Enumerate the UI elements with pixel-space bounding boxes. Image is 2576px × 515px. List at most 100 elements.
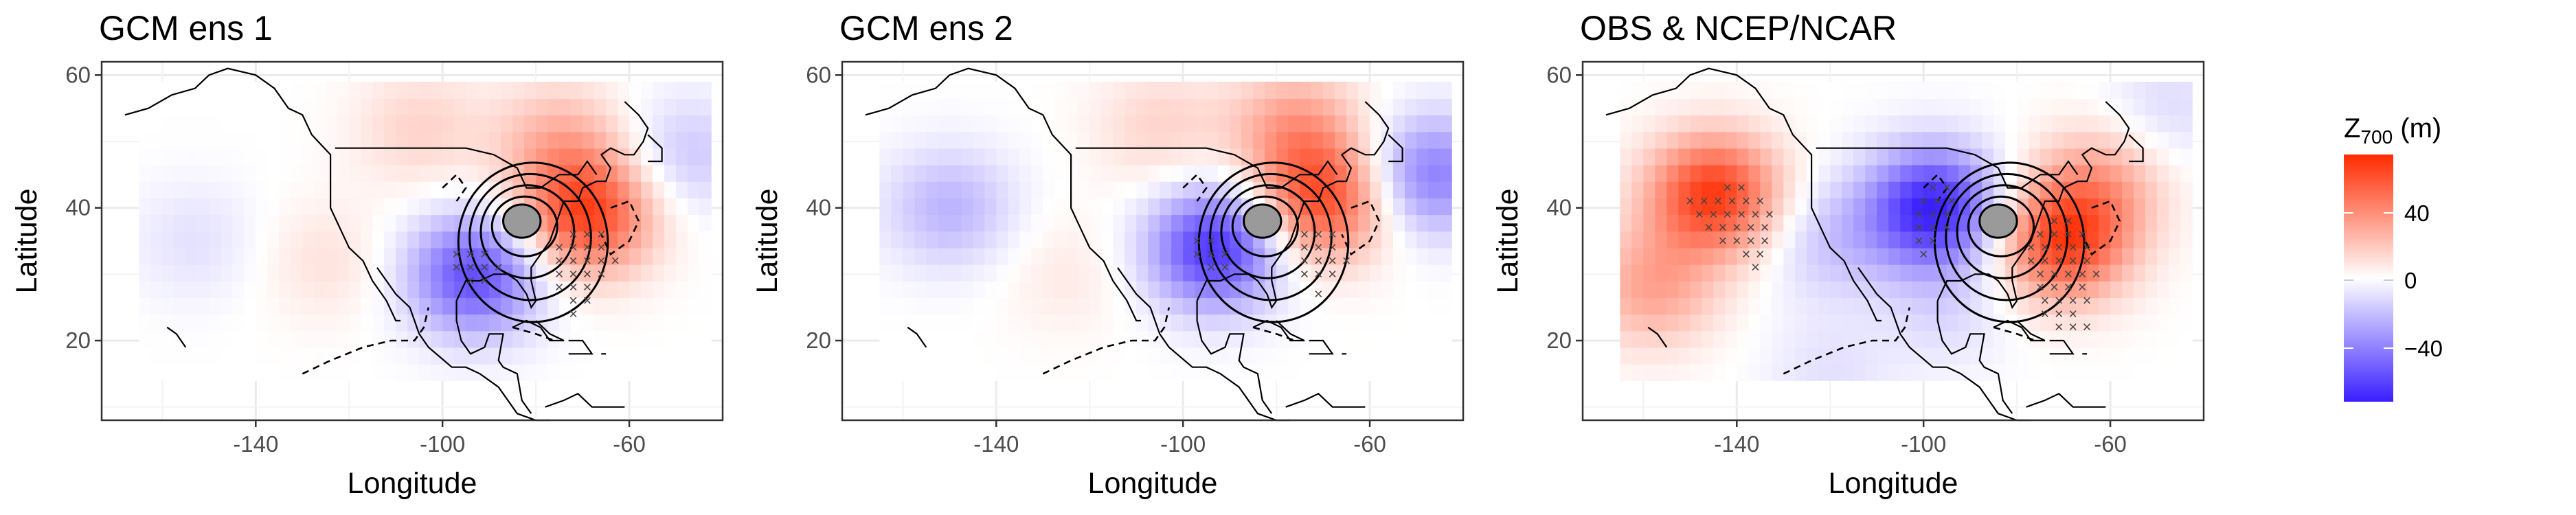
heatmap-cell bbox=[162, 363, 175, 381]
heatmap-cell bbox=[314, 82, 327, 99]
heatmap-cell bbox=[1655, 164, 1668, 182]
heatmap-cell bbox=[1393, 347, 1405, 365]
heatmap-cell bbox=[1195, 131, 1207, 149]
heatmap-cell bbox=[197, 181, 210, 198]
heatmap-cell bbox=[431, 330, 443, 348]
heatmap-cell bbox=[984, 115, 997, 133]
heatmap-cells bbox=[879, 82, 1452, 381]
heatmap-cell bbox=[1160, 98, 1172, 116]
heatmap-cell bbox=[221, 214, 234, 232]
heatmap-cell bbox=[337, 198, 350, 216]
heatmap-cell bbox=[1713, 347, 1726, 365]
heatmap-cell bbox=[302, 98, 315, 116]
heatmap-cell bbox=[1230, 115, 1242, 133]
heatmap-cell bbox=[221, 281, 234, 298]
heatmap-cell bbox=[302, 314, 315, 332]
heatmap-cell bbox=[1795, 347, 1808, 365]
heatmap-cell bbox=[150, 347, 163, 365]
heatmap-cell bbox=[2017, 363, 2029, 381]
heatmap-cell bbox=[1737, 363, 1750, 381]
heatmap-cell bbox=[174, 281, 187, 298]
heatmap-cell bbox=[618, 82, 630, 99]
heatmap-cell bbox=[938, 148, 951, 165]
heatmap-cell bbox=[396, 247, 408, 265]
heatmap-cell bbox=[1125, 314, 1138, 332]
panel: GCM ens 1× × ×× × × ×× ×× × ×× × × ×× × × × ×× × × ×× × ×× ××… bbox=[10, 9, 724, 500]
heatmap-cell bbox=[1667, 98, 1680, 116]
significance-marker: × bbox=[583, 265, 591, 282]
heatmap-cell bbox=[1631, 148, 1645, 165]
heatmap-cell bbox=[2064, 347, 2076, 365]
dashed-contour bbox=[512, 326, 555, 342]
heatmap-cell bbox=[2157, 231, 2169, 249]
heatmap-cell bbox=[1370, 281, 1382, 298]
heatmap-cell bbox=[1830, 247, 1843, 265]
heatmap-cell bbox=[1428, 330, 1440, 348]
heatmap-cell bbox=[197, 363, 210, 381]
heatmap-cell bbox=[973, 148, 986, 165]
heatmap-cell bbox=[1853, 247, 1866, 265]
heatmap-cell bbox=[1183, 98, 1195, 116]
heatmap-cell bbox=[1888, 98, 1901, 116]
heatmap-cell bbox=[384, 214, 397, 232]
heatmap-cell bbox=[1737, 314, 1750, 332]
heatmap-cell bbox=[221, 98, 234, 116]
significance-marker: × bbox=[1342, 252, 1351, 269]
heatmap-cell bbox=[337, 297, 350, 315]
heatmap-cell bbox=[1643, 281, 1656, 298]
heatmap-cell bbox=[512, 330, 525, 348]
heatmap-cell bbox=[337, 247, 350, 265]
heatmap-cell bbox=[1089, 347, 1103, 365]
heatmap-cell bbox=[1078, 131, 1091, 149]
heatmap-cell bbox=[688, 115, 700, 133]
heatmap-cell bbox=[2122, 231, 2134, 249]
heatmap-cell bbox=[2099, 314, 2111, 332]
heatmap-cell bbox=[524, 148, 536, 165]
heatmap-cell bbox=[606, 281, 618, 298]
heatmap-cell bbox=[891, 198, 904, 216]
significance-marker: × bbox=[1751, 259, 1760, 276]
significance-marker: × bbox=[2078, 225, 2087, 242]
heatmap-cell bbox=[879, 115, 892, 133]
significance-marker: × bbox=[2040, 292, 2049, 309]
heatmap-cell bbox=[349, 82, 362, 99]
significance-marker: × bbox=[1709, 205, 1718, 222]
heatmap-cell bbox=[1416, 214, 1429, 232]
heatmap-cell bbox=[1066, 314, 1079, 332]
heatmap-cell bbox=[150, 131, 163, 149]
heatmap-cell bbox=[949, 115, 962, 133]
heatmap-cell bbox=[174, 164, 187, 182]
heatmap-cell bbox=[1054, 314, 1067, 332]
heatmap-cell bbox=[1935, 131, 1947, 149]
heatmap-cell bbox=[594, 363, 607, 381]
heatmap-cell bbox=[2075, 164, 2088, 182]
heatmap-cell bbox=[1923, 264, 1936, 282]
heatmap-cell bbox=[291, 247, 304, 265]
heatmap-cell bbox=[1440, 164, 1452, 182]
heatmap-cell bbox=[1772, 164, 1785, 182]
heatmap-cell bbox=[1113, 115, 1126, 133]
significance-marker: × bbox=[1300, 252, 1309, 269]
heatmap-cell bbox=[1089, 181, 1103, 198]
heatmap-cell bbox=[1888, 247, 1901, 265]
heatmap-cell bbox=[1888, 131, 1901, 149]
heatmap-cell bbox=[2052, 314, 2064, 332]
heatmap-cell bbox=[349, 363, 362, 381]
heatmap-cell bbox=[1054, 231, 1067, 249]
heatmap-cell bbox=[1643, 181, 1656, 198]
heatmap-cell bbox=[2052, 247, 2064, 265]
heatmap-cell bbox=[996, 198, 1009, 216]
heatmap-cell bbox=[1970, 131, 1982, 149]
coastline bbox=[1605, 67, 1882, 322]
heatmap-cell bbox=[2099, 115, 2111, 133]
dashed-contour bbox=[1993, 326, 2036, 342]
heatmap-cell bbox=[1335, 314, 1347, 332]
heatmap-cell bbox=[1667, 247, 1680, 265]
heatmap-cell bbox=[2040, 98, 2053, 116]
heatmap-cell bbox=[1631, 198, 1645, 216]
heatmap-cell bbox=[2029, 82, 2041, 99]
heatmap-cell bbox=[984, 98, 997, 116]
heatmap-cell bbox=[571, 115, 583, 133]
heatmap-cell bbox=[174, 198, 187, 216]
legend-label: −40 bbox=[2404, 336, 2443, 361]
